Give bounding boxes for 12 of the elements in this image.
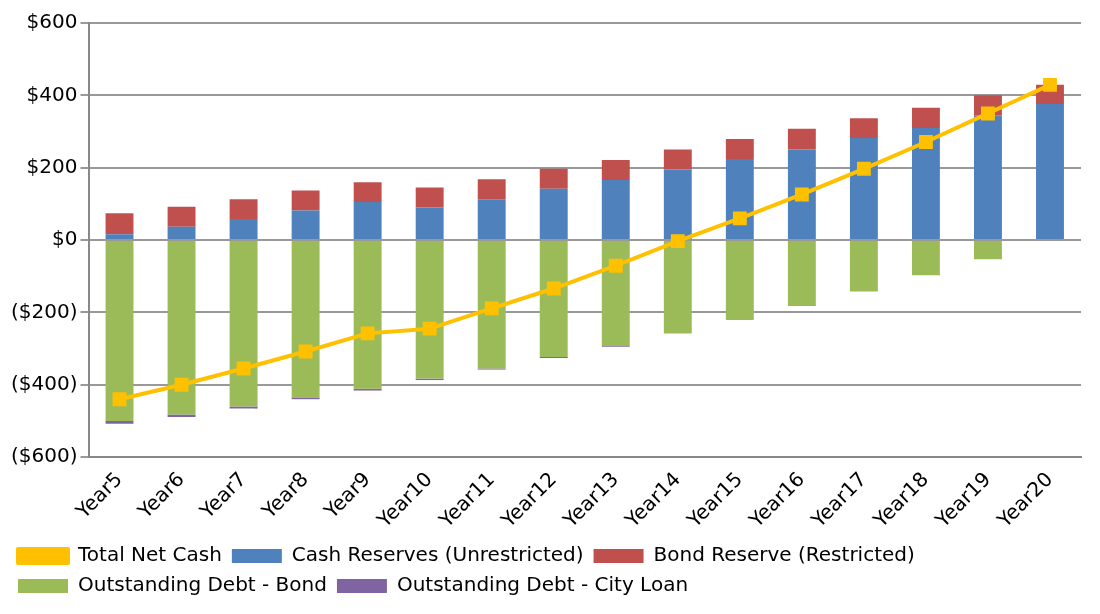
legend-label: Bond Reserve (Restricted) [653,542,915,567]
legend-label: Outstanding Debt - Bond [78,572,327,597]
legend-label: Total Net Cash [77,542,222,567]
y-tick-label: $0 [52,226,78,251]
legend-label: Outstanding Debt - City Loan [396,572,689,597]
legend-label: Cash Reserves (Unrestricted) [291,542,584,567]
y-tick-label: ($600) [10,443,78,468]
y-tick-label: ($400) [10,370,78,395]
y-tick-label: ($200) [10,298,78,323]
y-tick-label: $600 [26,9,78,34]
y-tick-label: $400 [26,81,78,106]
y-tick-label: $200 [26,153,78,178]
